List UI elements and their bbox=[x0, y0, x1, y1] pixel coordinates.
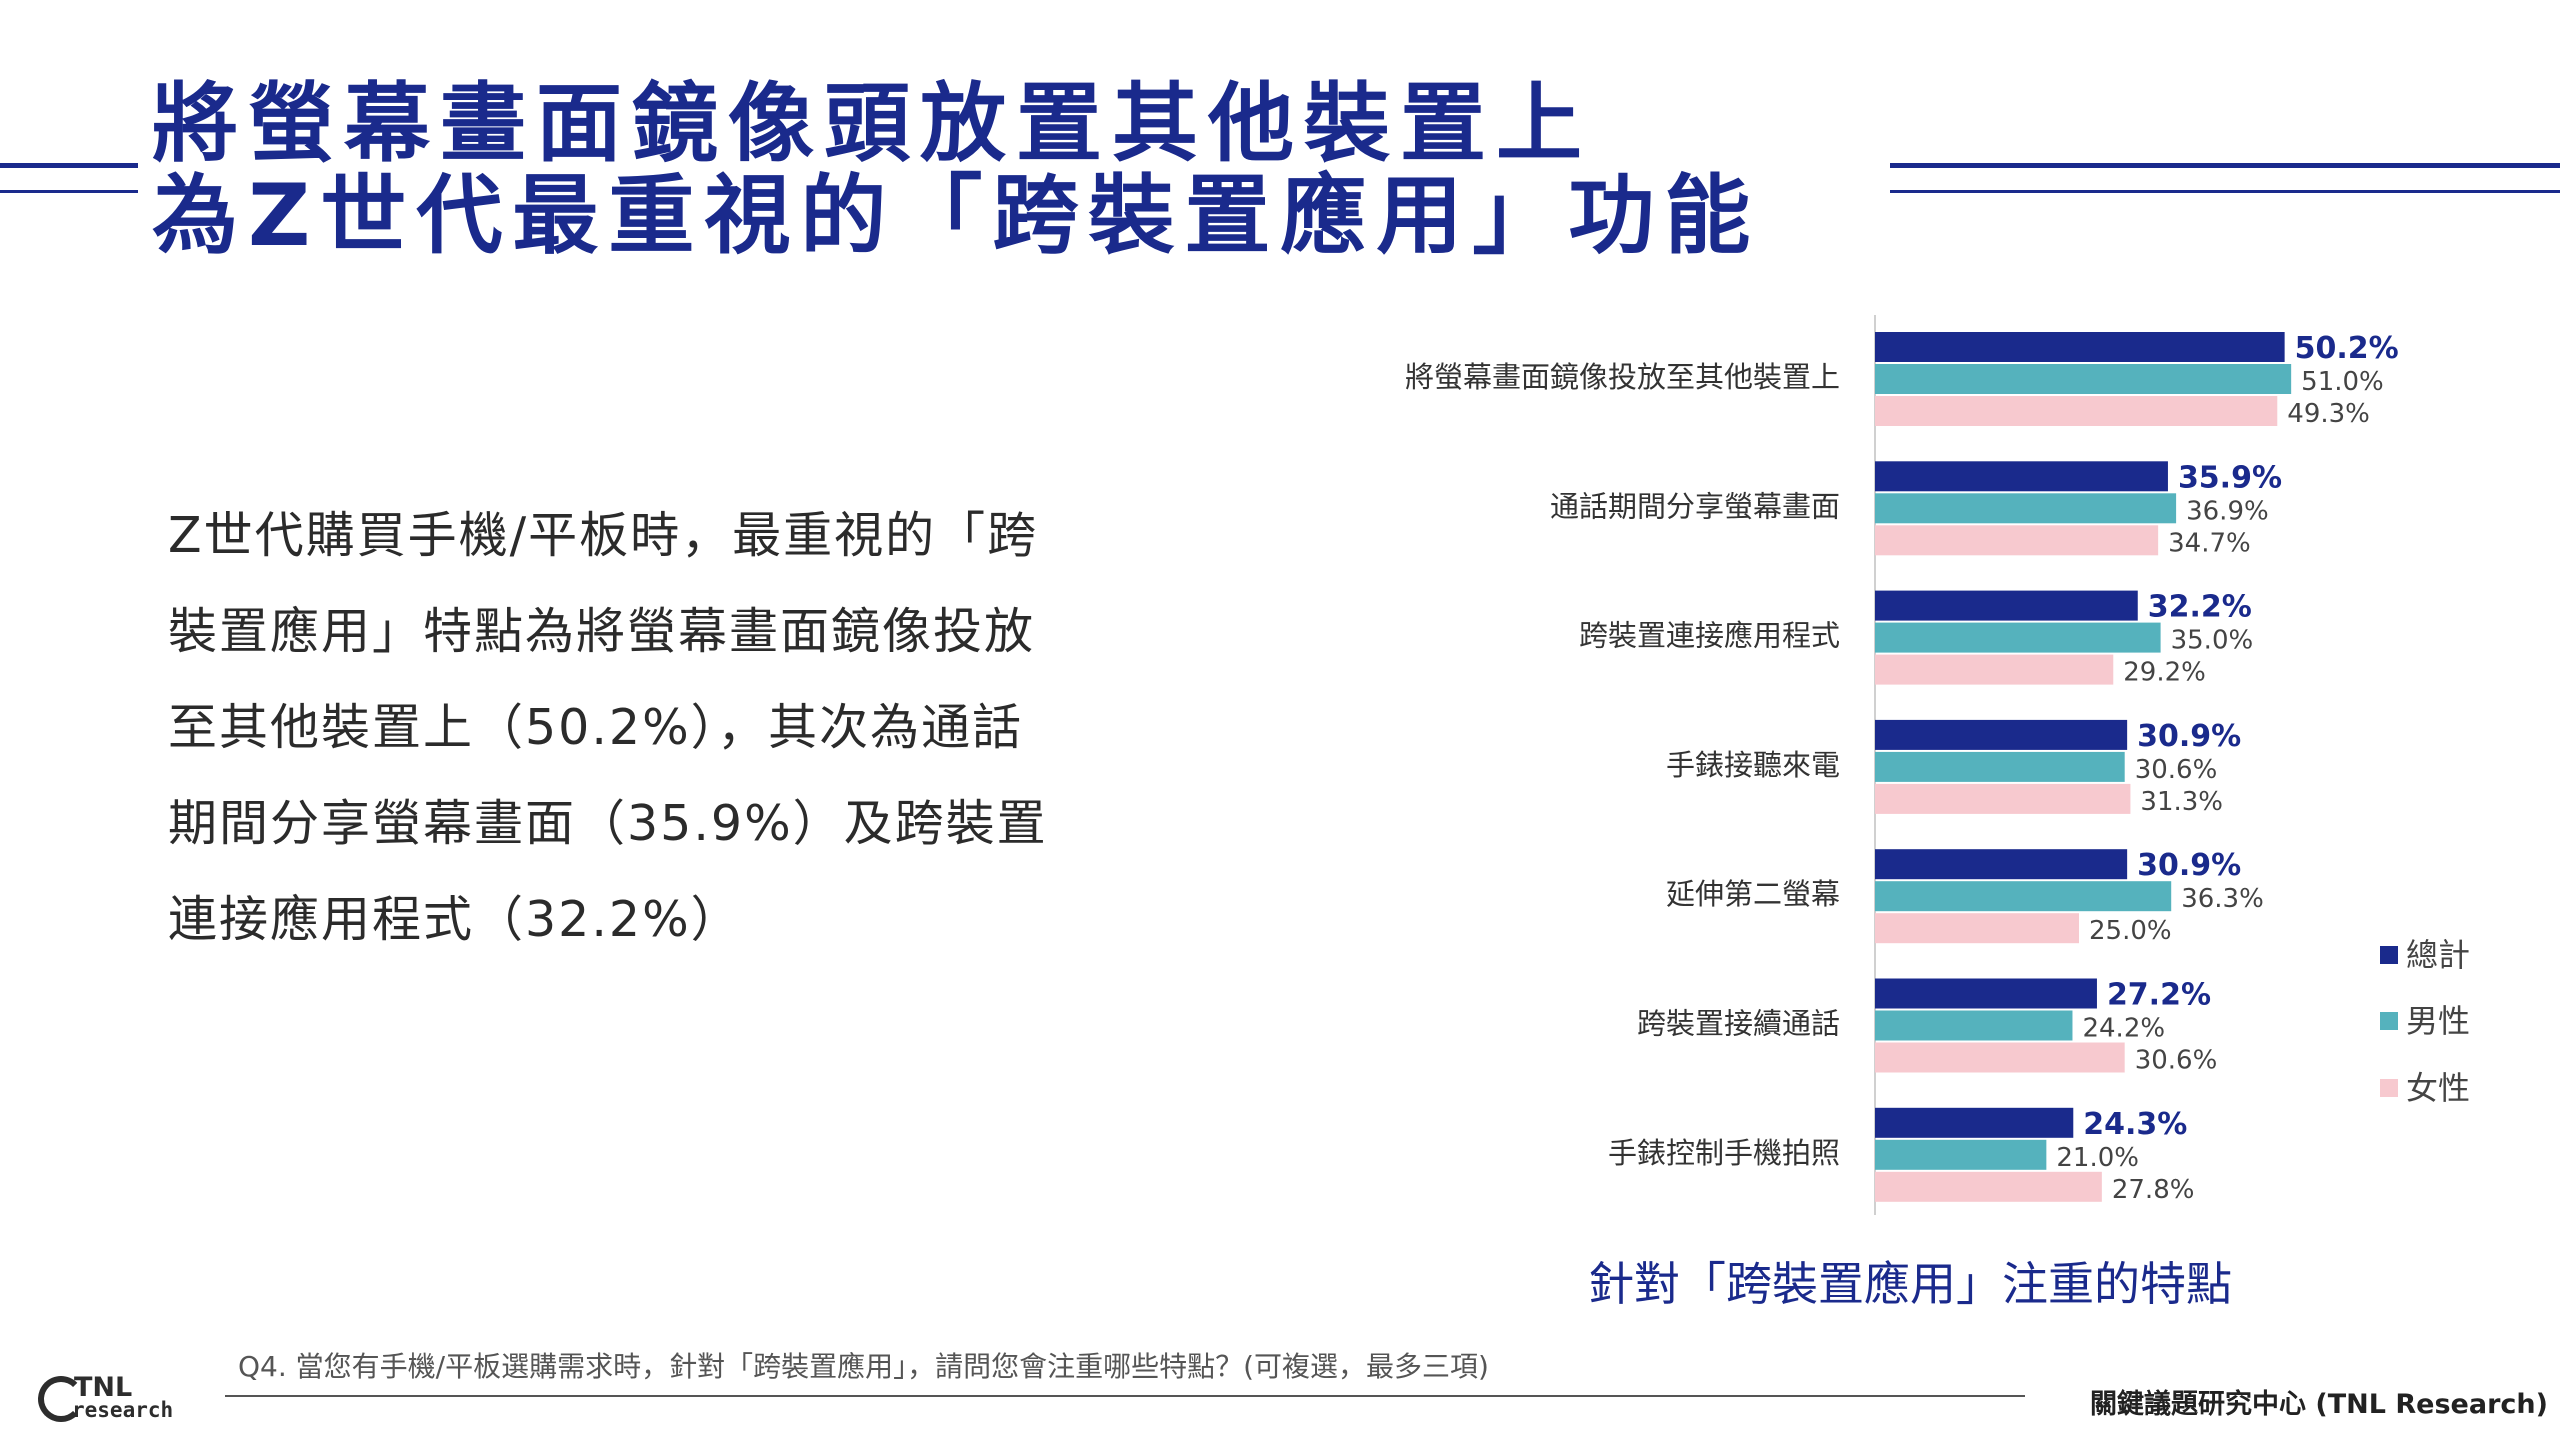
bar-total bbox=[1875, 461, 2168, 492]
survey-question: Q4. 當您有手機/平板選購需求時，針對「跨裝置應用」，請問您會注重哪些特點？(… bbox=[238, 1350, 1489, 1383]
bar-male bbox=[1875, 1139, 2047, 1170]
category-label: 手錶接聽來電 bbox=[1666, 748, 1840, 782]
logo-text-tnl: TNL bbox=[74, 1372, 133, 1403]
data-label: 30.6% bbox=[2135, 755, 2218, 785]
bar-female bbox=[1875, 525, 2159, 556]
data-label: 29.2% bbox=[2123, 658, 2206, 688]
data-label: 24.3% bbox=[2083, 1107, 2187, 1142]
bar-male bbox=[1875, 364, 2292, 394]
page-title: 將螢幕畫面鏡像頭放置其他裝置上 為Z世代最重視的「跨裝置應用」功能 bbox=[152, 78, 1872, 262]
data-label: 36.9% bbox=[2186, 496, 2269, 526]
data-label: 21.0% bbox=[2056, 1143, 2139, 1173]
summary-line: 連接應用程式（32.2%） bbox=[168, 891, 742, 948]
bar-female bbox=[1875, 913, 2079, 944]
bar-total bbox=[1875, 332, 2285, 362]
category-label: 手錶控制手機拍照 bbox=[1608, 1136, 1840, 1170]
summary-paragraph: Z世代購買手機/平板時，最重視的「跨 裝置應用」特點為將螢幕畫面鏡像投放 至其他… bbox=[168, 488, 1128, 968]
category-label: 將螢幕畫面鏡像投放至其他裝置上 bbox=[1405, 360, 1840, 394]
data-label: 31.3% bbox=[2140, 787, 2223, 817]
bar-total bbox=[1875, 590, 2138, 621]
summary-line: 裝置應用」特點為將螢幕畫面鏡像投放 bbox=[168, 603, 1036, 660]
data-label: 36.3% bbox=[2181, 884, 2264, 914]
legend-label: 總計 bbox=[2406, 936, 2470, 974]
title-rule-right-bottom bbox=[1890, 190, 2560, 193]
footer-divider bbox=[225, 1395, 2025, 1397]
bar-female bbox=[1875, 1042, 2125, 1073]
data-label: 30.6% bbox=[2135, 1046, 2218, 1076]
bar-male bbox=[1875, 622, 2161, 653]
category-label: 跨裝置連接應用程式 bbox=[1579, 619, 1840, 653]
bar-female bbox=[1875, 783, 2131, 814]
data-label: 50.2% bbox=[2295, 331, 2399, 366]
legend-swatch bbox=[2380, 1012, 2398, 1030]
legend-label: 女性 bbox=[2406, 1069, 2470, 1107]
bar-male bbox=[1875, 493, 2177, 524]
legend-swatch bbox=[2380, 946, 2398, 964]
data-label: 25.0% bbox=[2089, 916, 2172, 946]
summary-line: Z世代購買手機/平板時，最重視的「跨 bbox=[168, 507, 1039, 564]
data-label: 30.9% bbox=[2137, 719, 2241, 754]
legend-label: 男性 bbox=[2406, 1002, 2470, 1040]
chart-subtitle: 針對「跨裝置應用」注重的特點 bbox=[1588, 1257, 2232, 1311]
page-title-line-2: 為Z世代最重視的「跨裝置應用」功能 bbox=[152, 166, 1761, 266]
data-label: 32.2% bbox=[2148, 590, 2252, 625]
tnl-research-logo: TNL research bbox=[38, 1370, 188, 1425]
summary-line: 至其他裝置上（50.2%），其次為通話 bbox=[168, 699, 1024, 756]
bar-female bbox=[1875, 654, 2114, 685]
title-rule-left-top bbox=[0, 163, 138, 168]
category-label: 延伸第二螢幕 bbox=[1666, 877, 1840, 911]
bar-male bbox=[1875, 751, 2125, 782]
data-label: 27.8% bbox=[2112, 1175, 2195, 1205]
data-label: 30.9% bbox=[2137, 848, 2241, 883]
bar-female bbox=[1875, 1171, 2102, 1202]
title-rule-right-top bbox=[1890, 163, 2560, 168]
bar-total bbox=[1875, 849, 2128, 880]
bar-total bbox=[1875, 978, 2097, 1009]
source-credit: 關鍵議題研究中心 (TNL Research) bbox=[2090, 1389, 2548, 1420]
data-label: 34.7% bbox=[2168, 528, 2251, 558]
data-label: 51.0% bbox=[2301, 367, 2384, 397]
title-rule-left-bottom bbox=[0, 190, 138, 193]
bar-male bbox=[1875, 1010, 2073, 1041]
bar-male bbox=[1875, 881, 2172, 912]
bar-total bbox=[1875, 719, 2128, 750]
data-label: 49.3% bbox=[2287, 399, 2370, 429]
data-label: 24.2% bbox=[2082, 1014, 2165, 1044]
data-label: 27.2% bbox=[2107, 978, 2211, 1013]
category-label: 跨裝置接續通話 bbox=[1637, 1007, 1840, 1041]
bar-chart: 將螢幕畫面鏡像投放至其他裝置上 50.2%51.0%49.3% 通話期間分享螢幕畫面… bbox=[1405, 315, 2470, 1215]
data-label: 35.9% bbox=[2178, 460, 2282, 495]
category-label: 通話期間分享螢幕畫面 bbox=[1550, 489, 1840, 523]
summary-line: 期間分享螢幕畫面（35.9%）及跨裝置 bbox=[168, 795, 1048, 852]
logo-text-research: research bbox=[72, 1398, 174, 1422]
page-title-line-1: 將螢幕畫面鏡像頭放置其他裝置上 bbox=[152, 74, 1592, 174]
bar-total bbox=[1875, 1107, 2074, 1138]
bar-female bbox=[1875, 396, 2278, 426]
legend-swatch bbox=[2380, 1079, 2398, 1097]
logo-ring-icon bbox=[38, 1376, 84, 1422]
data-label: 35.0% bbox=[2171, 626, 2254, 656]
